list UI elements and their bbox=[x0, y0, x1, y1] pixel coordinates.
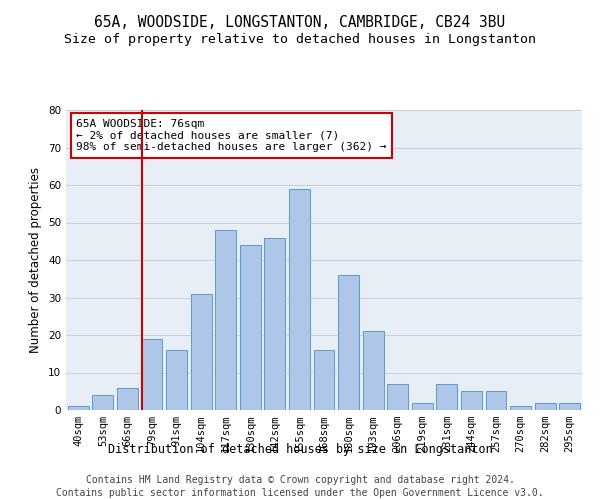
Bar bbox=[215, 230, 236, 410]
Text: Contains public sector information licensed under the Open Government Licence v3: Contains public sector information licen… bbox=[56, 488, 544, 498]
Bar bbox=[92, 395, 113, 410]
Bar bbox=[289, 188, 310, 410]
Bar bbox=[461, 391, 482, 410]
Text: Distribution of detached houses by size in Longstanton: Distribution of detached houses by size … bbox=[107, 442, 493, 456]
Text: 65A WOODSIDE: 76sqm
← 2% of detached houses are smaller (7)
98% of semi-detached: 65A WOODSIDE: 76sqm ← 2% of detached hou… bbox=[76, 119, 387, 152]
Bar bbox=[117, 388, 138, 410]
Text: Size of property relative to detached houses in Longstanton: Size of property relative to detached ho… bbox=[64, 32, 536, 46]
Bar bbox=[142, 339, 163, 410]
Y-axis label: Number of detached properties: Number of detached properties bbox=[29, 167, 43, 353]
Bar bbox=[535, 402, 556, 410]
Text: Contains HM Land Registry data © Crown copyright and database right 2024.: Contains HM Land Registry data © Crown c… bbox=[86, 475, 514, 485]
Bar bbox=[240, 245, 261, 410]
Bar bbox=[485, 391, 506, 410]
Bar bbox=[191, 294, 212, 410]
Bar bbox=[338, 275, 359, 410]
Bar bbox=[265, 238, 286, 410]
Bar bbox=[412, 402, 433, 410]
Bar bbox=[510, 406, 531, 410]
Bar bbox=[362, 331, 383, 410]
Bar bbox=[314, 350, 334, 410]
Bar bbox=[559, 402, 580, 410]
Bar bbox=[166, 350, 187, 410]
Bar bbox=[387, 384, 408, 410]
Bar bbox=[68, 406, 89, 410]
Text: 65A, WOODSIDE, LONGSTANTON, CAMBRIDGE, CB24 3BU: 65A, WOODSIDE, LONGSTANTON, CAMBRIDGE, C… bbox=[94, 15, 506, 30]
Bar bbox=[436, 384, 457, 410]
